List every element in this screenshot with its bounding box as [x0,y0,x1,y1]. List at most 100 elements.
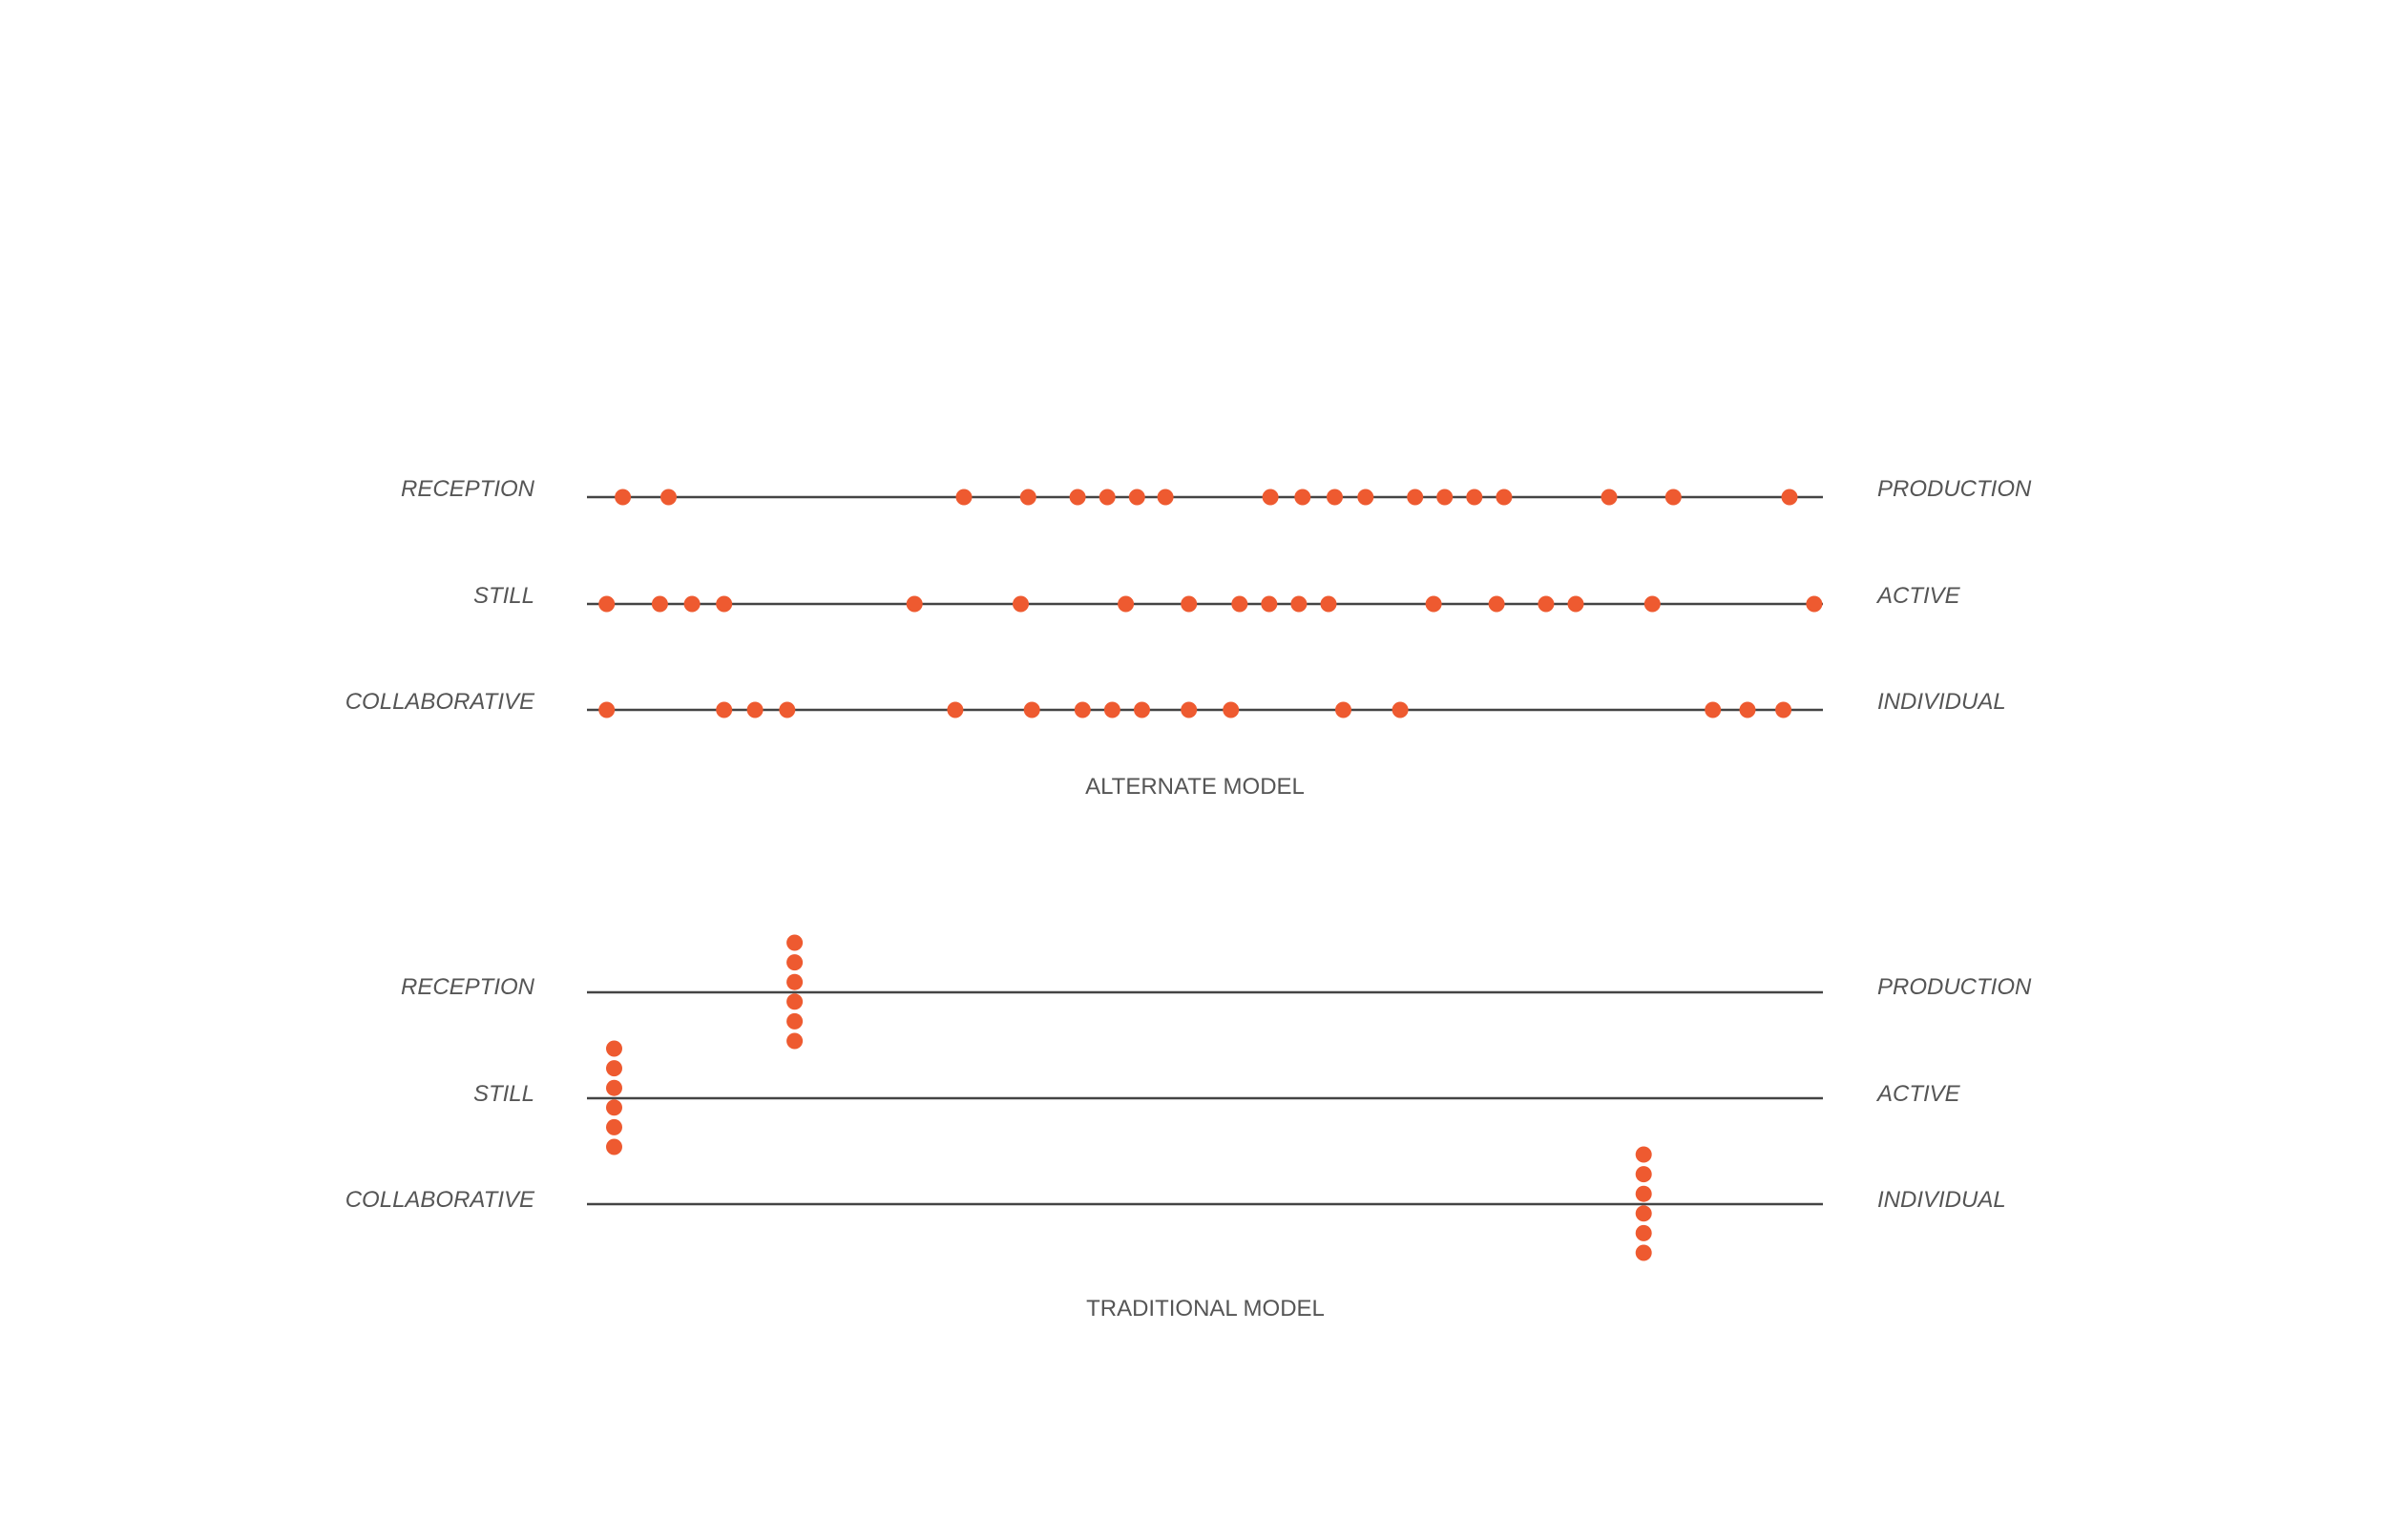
response-dot [955,489,973,506]
response-dot [1231,595,1248,613]
response-dot [716,595,733,613]
left-label: STILL [473,1081,534,1107]
alternate-model: RECEPTION PRODUCTION STILL ACTIVE COLLAB… [345,476,2032,800]
right-label: PRODUCTION [1877,476,2032,502]
response-dot [1320,595,1337,613]
response-dot [1635,1244,1652,1261]
response-dot [1635,1205,1652,1222]
response-dot [1294,489,1311,506]
response-dot [606,1079,622,1096]
response-dot [1664,489,1682,506]
left-label: COLLABORATIVE [345,689,535,715]
response-dot [606,1099,622,1116]
response-dot [1074,701,1091,718]
response-dot [1103,701,1120,718]
response-dot [1601,489,1618,506]
response-dot [1806,595,1823,613]
response-dot [1567,595,1584,613]
response-dot [598,595,616,613]
response-dot [1643,595,1661,613]
model-title: ALTERNATE MODEL [1085,774,1305,800]
response-dot [1290,595,1308,613]
response-dot [1261,595,1278,613]
response-dot [1181,595,1198,613]
dot-group [598,595,1823,613]
response-dot [651,595,668,613]
right-label: INDIVIDUAL [1877,1187,2006,1213]
response-dot [1134,701,1150,718]
dot-group [615,489,1798,506]
response-dot [1466,489,1483,506]
response-dot [1425,595,1442,613]
response-dot [1436,489,1454,506]
right-label: ACTIVE [1875,583,1961,609]
model-title: TRADITIONAL MODEL [1086,1296,1325,1321]
response-dot [1069,489,1086,506]
response-dot [1496,489,1513,506]
left-label: RECEPTION [401,476,535,502]
right-label: ACTIVE [1875,1081,1961,1107]
traditional-scale-reception-production: RECEPTION PRODUCTION [401,934,2032,1050]
response-dot [1635,1185,1652,1202]
right-label: PRODUCTION [1877,974,2032,1000]
response-dot [1118,595,1135,613]
response-dot [786,993,804,1010]
dot-stack [1635,1146,1652,1261]
traditional-scale-collaborative-individual: COLLABORATIVE INDIVIDUAL [345,1146,2006,1261]
alternate-scale-collaborative-individual: COLLABORATIVE INDIVIDUAL [345,689,2006,718]
response-dot [1781,489,1798,506]
response-dot [615,489,632,506]
response-dot [683,595,701,613]
response-dot [606,1138,622,1155]
response-dot [1223,701,1240,718]
right-label: INDIVIDUAL [1877,689,2006,715]
response-dot [606,1060,622,1077]
response-dot [1335,701,1351,718]
response-dot [1023,701,1040,718]
response-dot [1407,489,1424,506]
response-dot [660,489,677,506]
left-label: STILL [473,583,534,609]
response-dot [1635,1146,1652,1163]
response-dot [716,701,733,718]
response-dot [906,595,923,613]
response-dot [1128,489,1145,506]
response-dot [1705,701,1722,718]
traditional-scale-still-active: STILL ACTIVE [473,1040,1961,1155]
response-dot [1488,595,1505,613]
response-dot [1775,701,1792,718]
response-dot [598,701,616,718]
response-dot [1019,489,1036,506]
response-dot [1181,701,1198,718]
response-dot [1013,595,1029,613]
response-dot [1157,489,1174,506]
alternate-scale-reception-production: RECEPTION PRODUCTION [401,476,2032,506]
response-dot [786,954,804,971]
dot-stack [606,1040,622,1155]
response-dot [1538,595,1555,613]
response-dot [746,701,764,718]
response-dot [947,701,964,718]
response-dot [1739,701,1756,718]
response-dot [786,973,804,990]
dot-group [598,701,1792,718]
alternate-scale-still-active: STILL ACTIVE [473,583,1961,613]
response-dot [606,1040,622,1057]
response-dot [1099,489,1116,506]
dot-stack [786,934,804,1050]
response-dot [786,1012,804,1030]
response-dot [1262,489,1279,506]
response-dot [786,934,804,951]
response-dot [1635,1166,1652,1183]
response-dot [1357,489,1374,506]
response-dot [606,1118,622,1135]
traditional-model: RECEPTION PRODUCTION STILL ACTIVE COLLAB… [345,934,2032,1321]
response-dot [1327,489,1343,506]
left-label: COLLABORATIVE [345,1187,535,1213]
response-dot [1635,1224,1652,1241]
response-dot [786,1032,804,1050]
response-dot [1392,701,1409,718]
left-label: RECEPTION [401,974,535,1000]
response-dot [779,701,796,718]
